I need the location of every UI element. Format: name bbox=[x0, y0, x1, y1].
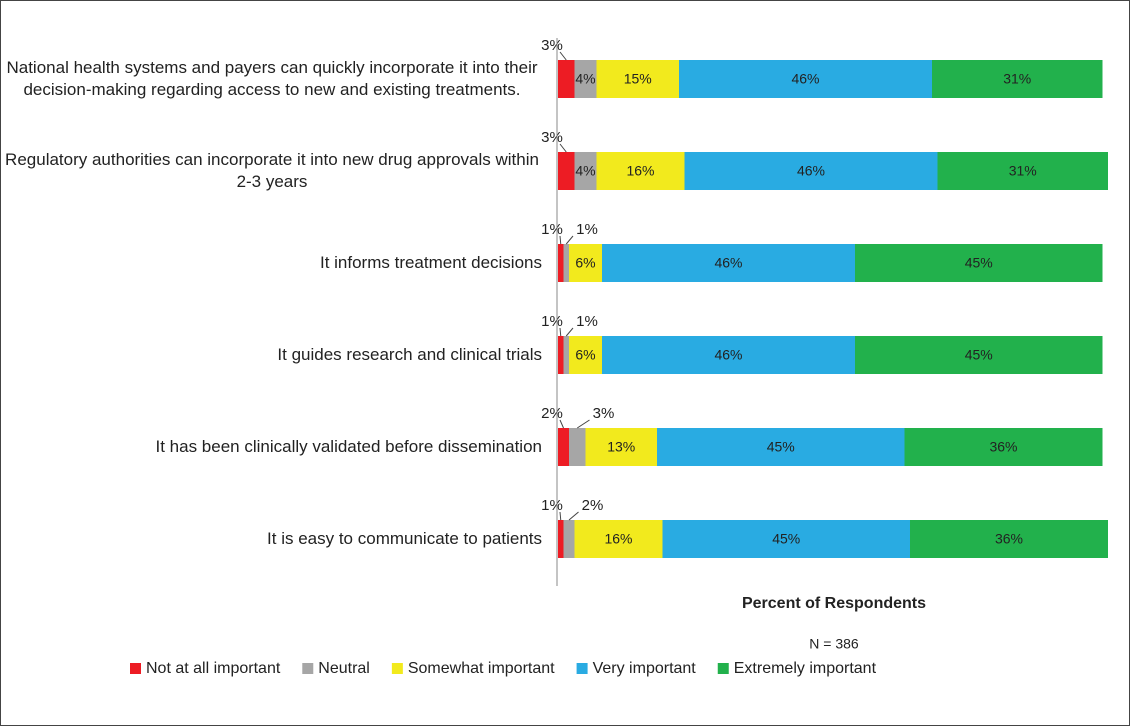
category-label: It has been clinically validated before … bbox=[2, 436, 542, 458]
category-text: It informs treatment decisions bbox=[319, 253, 542, 272]
bar-segment bbox=[855, 244, 1103, 282]
bar-segment bbox=[569, 244, 602, 282]
leader-line bbox=[559, 235, 562, 245]
category-text: National health systems and payers can q… bbox=[6, 58, 538, 99]
data-label: 3% bbox=[593, 405, 615, 422]
bar-segment bbox=[569, 336, 602, 374]
bar-segment bbox=[574, 152, 597, 190]
legend-label: Neutral bbox=[318, 660, 370, 677]
data-label: 2% bbox=[582, 497, 604, 514]
data-label: 31% bbox=[1003, 71, 1031, 87]
leader-line bbox=[559, 419, 564, 429]
data-label: 1% bbox=[541, 221, 563, 238]
category-label: It is easy to communicate to patients bbox=[2, 528, 542, 550]
data-label: 46% bbox=[797, 163, 825, 179]
data-label: 45% bbox=[965, 347, 993, 363]
bar-segment bbox=[602, 336, 855, 374]
bar-segment bbox=[558, 152, 575, 190]
bar-segment bbox=[596, 152, 685, 190]
data-label: 3% bbox=[541, 37, 563, 54]
leader-line bbox=[565, 235, 574, 245]
bar-segment bbox=[558, 60, 575, 98]
data-label: 3% bbox=[541, 129, 563, 146]
data-label: 45% bbox=[767, 439, 795, 455]
data-label: 45% bbox=[772, 531, 800, 547]
legend-label: Somewhat important bbox=[408, 660, 555, 677]
x-axis-label: Percent of Respondents bbox=[742, 595, 926, 612]
data-label: 36% bbox=[989, 439, 1017, 455]
data-label: 16% bbox=[604, 531, 632, 547]
bar-segment bbox=[563, 336, 569, 374]
bar-segment bbox=[937, 152, 1108, 190]
legend-swatch bbox=[576, 663, 588, 674]
data-label: 6% bbox=[575, 255, 595, 271]
leader-line bbox=[576, 419, 590, 429]
bar-segment bbox=[558, 336, 564, 374]
category-label: Regulatory authorities can incorporate i… bbox=[2, 149, 542, 193]
bar-segment bbox=[596, 60, 679, 98]
category-label: National health systems and payers can q… bbox=[2, 57, 542, 101]
leader-line bbox=[568, 511, 579, 521]
data-label: 1% bbox=[576, 221, 598, 238]
category-text: It is easy to communicate to patients bbox=[267, 529, 542, 548]
data-label: 46% bbox=[791, 71, 819, 87]
data-label: 1% bbox=[541, 313, 563, 330]
data-label: 4% bbox=[575, 71, 595, 87]
leader-line bbox=[559, 143, 567, 153]
bar-segment bbox=[558, 520, 564, 558]
category-text: It has been clinically validated before … bbox=[155, 437, 542, 456]
bar-segment bbox=[569, 428, 586, 466]
data-label: 31% bbox=[1009, 163, 1037, 179]
bar-segment bbox=[574, 60, 597, 98]
bar-segment bbox=[855, 336, 1103, 374]
data-label: 6% bbox=[575, 347, 595, 363]
category-label: It guides research and clinical trials bbox=[2, 344, 542, 366]
legend-label: Extremely important bbox=[734, 660, 877, 677]
legend-label: Very important bbox=[593, 660, 697, 677]
legend-swatch bbox=[302, 663, 314, 674]
legend-swatch bbox=[717, 663, 729, 674]
bar-segment bbox=[657, 428, 905, 466]
leader-line bbox=[559, 51, 567, 61]
data-label: 46% bbox=[714, 347, 742, 363]
category-label: It informs treatment decisions bbox=[2, 252, 542, 274]
bar-segment bbox=[684, 152, 938, 190]
data-label: 15% bbox=[624, 71, 652, 87]
bar-segment bbox=[904, 428, 1103, 466]
bar-segment bbox=[563, 520, 575, 558]
bar-segment bbox=[574, 520, 663, 558]
data-label: 2% bbox=[541, 405, 563, 422]
leader-line bbox=[559, 511, 562, 521]
category-text: It guides research and clinical trials bbox=[277, 345, 542, 364]
bar-segment bbox=[662, 520, 910, 558]
legend-swatch bbox=[391, 663, 403, 674]
bar-segment bbox=[932, 60, 1103, 98]
leader-line bbox=[565, 327, 574, 337]
data-label: 13% bbox=[607, 439, 635, 455]
data-label: 4% bbox=[575, 163, 595, 179]
data-label: 46% bbox=[714, 255, 742, 271]
bar-segment bbox=[585, 428, 657, 466]
legend-swatch bbox=[130, 663, 141, 674]
bar-segment bbox=[558, 244, 564, 282]
data-label: 1% bbox=[576, 313, 598, 330]
leader-line bbox=[559, 327, 562, 337]
data-label: 45% bbox=[965, 255, 993, 271]
bar-segment bbox=[602, 244, 855, 282]
bar-segment bbox=[563, 244, 569, 282]
category-text: Regulatory authorities can incorporate i… bbox=[5, 150, 539, 191]
data-label: 36% bbox=[995, 531, 1023, 547]
data-label: 16% bbox=[626, 163, 654, 179]
annotation: N = 386 bbox=[809, 636, 859, 652]
data-label: 1% bbox=[541, 497, 563, 514]
bar-segment bbox=[910, 520, 1108, 558]
legend-label: Not at all important bbox=[146, 660, 281, 677]
bar-segment bbox=[558, 428, 569, 466]
bar-segment bbox=[679, 60, 932, 98]
